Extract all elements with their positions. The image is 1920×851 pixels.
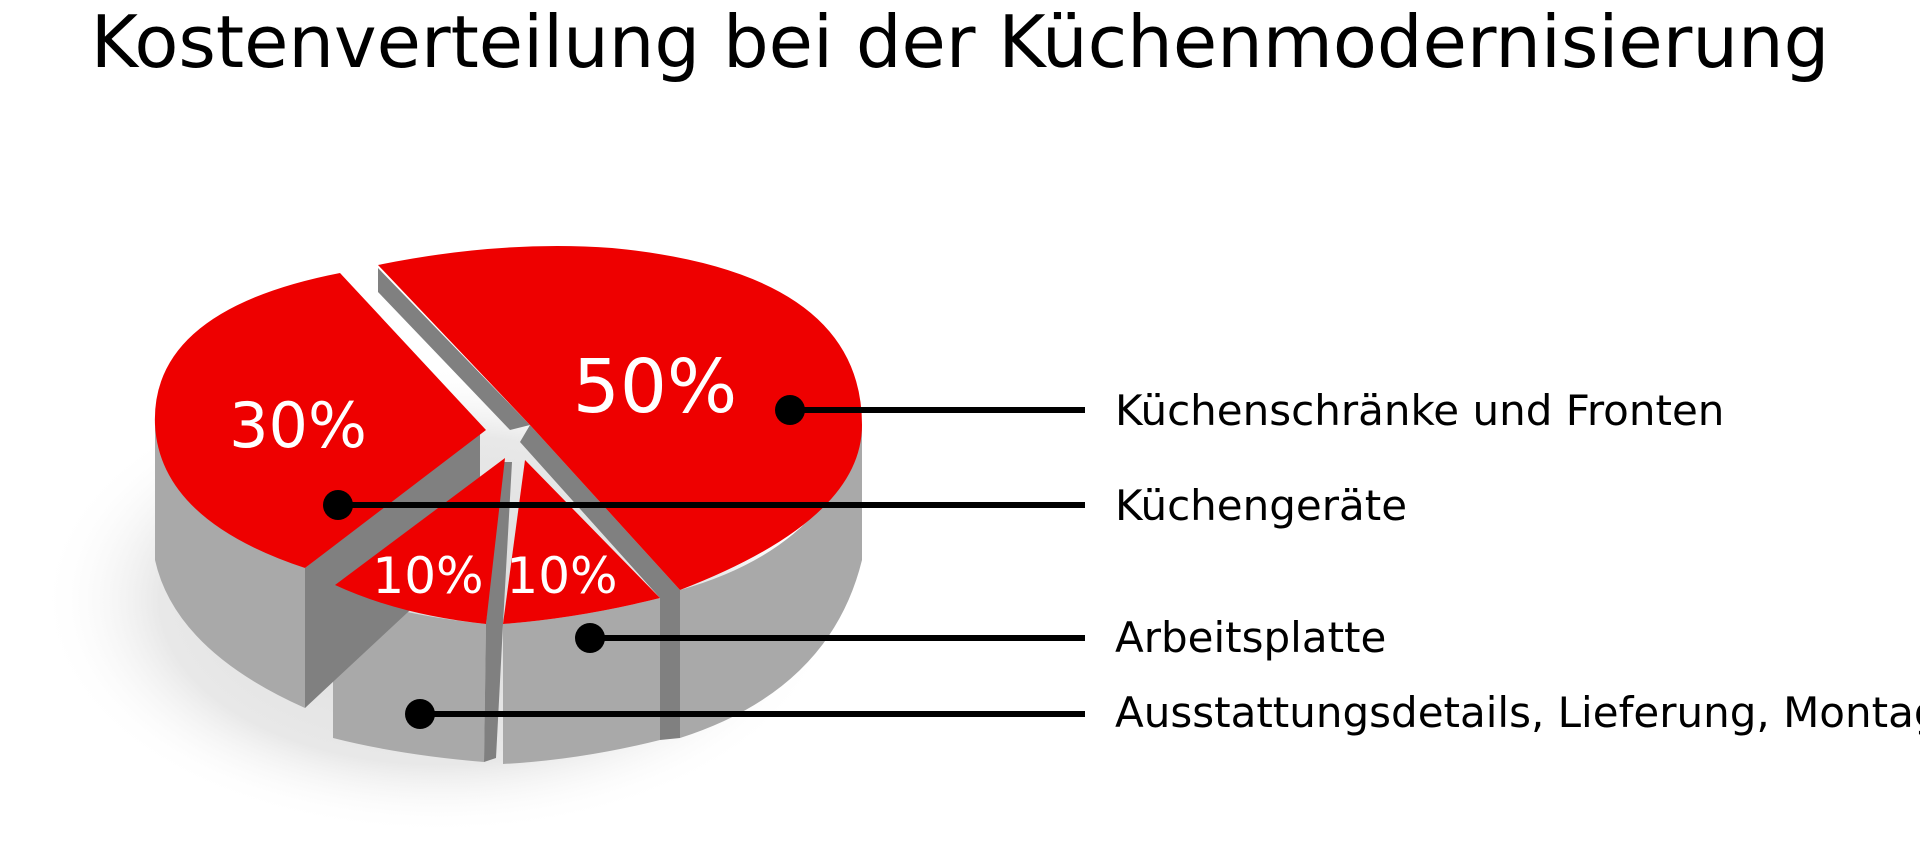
slice-value-label: 10% [372,547,483,605]
legend-leaders: Küchenschränke und Fronten Küchengeräte Ar… [323,386,1920,737]
leader-dot [323,490,353,520]
slice-side-kuechenschraenke [680,425,862,738]
legend-label: Küchenschränke und Fronten [1115,386,1724,435]
slice-side-kuechengeraete [155,425,305,708]
legend-label: Küchengeräte [1115,481,1407,530]
cut-face-2 [520,425,680,740]
slice-value-label: 10% [506,547,617,605]
slice-value-labels: 50% 30% 10% 10% [229,344,737,605]
slice-top-kuechengeraete [154,273,486,568]
leader-dot [575,623,605,653]
chart-title: Kostenverteilung bei der Küchenmodernisi… [90,0,1830,84]
slice-value-label: 50% [573,344,737,430]
slice-top-arbeitsplatte [503,460,660,624]
slice-top-ausstattung [335,458,505,624]
legend-label: Ausstattungsdetails, Lieferung, Montage [1115,688,1920,737]
cut-face-4 [378,268,530,430]
leader-dot [775,395,805,425]
leader-dot [405,699,435,729]
slice-side-arbeitsplatte [503,598,660,764]
cut-face-3 [484,462,512,762]
slice-value-label: 30% [229,389,367,462]
legend-label: Arbeitsplatte [1115,613,1386,662]
